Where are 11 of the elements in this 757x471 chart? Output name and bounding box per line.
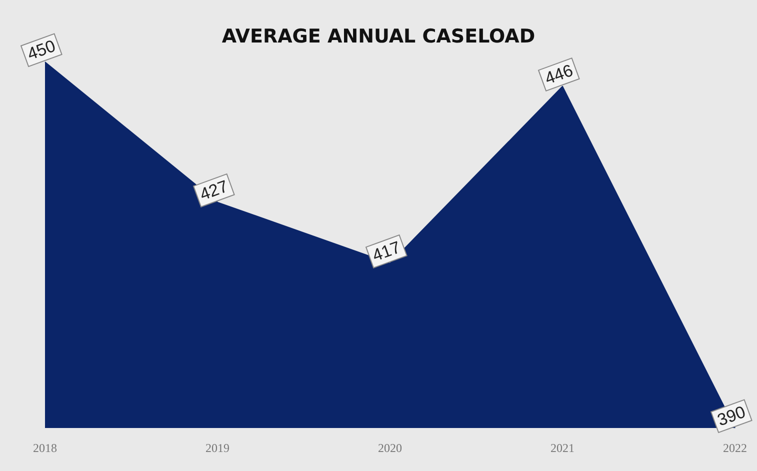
data-label: 417 xyxy=(370,238,403,266)
x-tick-label: 2022 xyxy=(723,441,747,455)
data-label: 427 xyxy=(197,176,230,204)
data-label: 390 xyxy=(714,402,748,430)
data-label: 446 xyxy=(542,60,576,88)
x-tick-label: 2020 xyxy=(378,441,402,455)
x-tick-label: 2019 xyxy=(206,441,230,455)
chart-title: AVERAGE ANNUAL CASELOAD xyxy=(222,26,536,48)
x-tick-label: 2018 xyxy=(33,441,57,455)
x-tick-label: 2021 xyxy=(550,441,574,455)
data-label: 450 xyxy=(24,36,58,64)
